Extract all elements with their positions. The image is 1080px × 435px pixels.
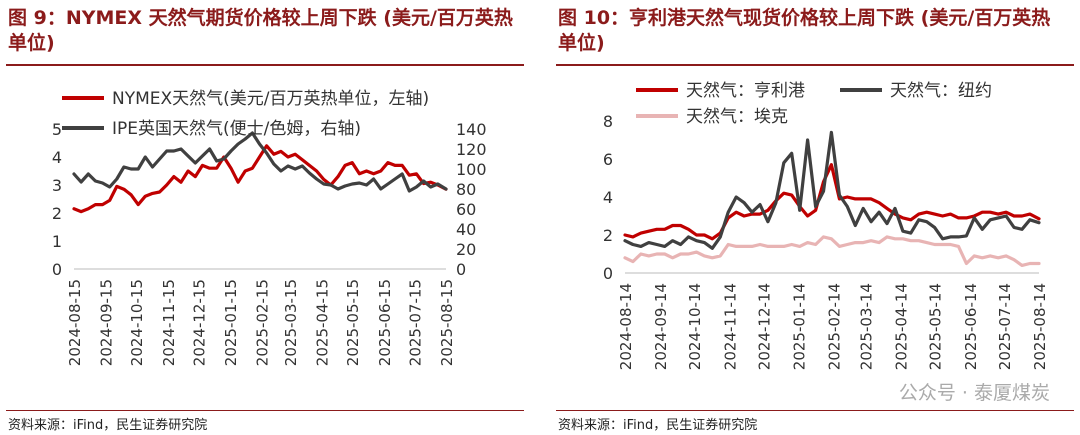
x-tick-label: 2025-07-15 [406, 279, 424, 366]
y-tick-label: 6 [603, 150, 613, 169]
x-tick-label: 2025-05-15 [344, 279, 362, 366]
y-tick-label: 2 [52, 204, 62, 223]
y2-tick-label: 140 [456, 120, 487, 139]
x-tick-label: 2025-04-15 [314, 279, 332, 366]
y2-tick-label: 20 [456, 240, 476, 259]
y2-tick-label: 40 [456, 220, 476, 239]
y-tick-label: 0 [603, 264, 613, 283]
x-tick-label: 2025-01-15 [222, 279, 240, 366]
y-tick-label: 2 [603, 226, 613, 245]
x-tick-label: 2024-10-15 [128, 279, 146, 366]
series-line [72, 131, 448, 193]
x-tick-label: 2025-05-14 [927, 283, 945, 370]
y-tick-label: 0 [52, 260, 62, 279]
x-tick-label: 2024-09-14 [652, 283, 670, 370]
x-tick-label: 2025-01-14 [791, 283, 809, 370]
series-line [623, 235, 1041, 267]
chart-panel-nymex: 图 9：NYMEX 天然气期货价格较上周下跌 (美元/百万英热单位) 0 1 2 3 4… [0, 0, 530, 435]
title-divider [6, 64, 524, 66]
y-tick-label: 1 [52, 232, 62, 251]
footer-divider [6, 410, 524, 411]
x-tick-label: 2025-04-14 [893, 283, 911, 370]
x-tick-label: 2024-11-14 [721, 283, 739, 370]
y-tick-label: 5 [52, 120, 62, 139]
chart-title: 图 10：亨利港天然气现货价格较上周下跌 (美元/百万英热单位) [558, 7, 1051, 54]
y2-tick-label: 0 [456, 260, 466, 279]
y-tick-label: 4 [52, 148, 62, 167]
series-line [623, 163, 1041, 241]
y2-tick-label: 120 [456, 140, 487, 159]
footer-divider [556, 410, 1074, 411]
chart-source: 资料来源：iFind，民生证券研究院 [558, 418, 758, 433]
y-tick-label: 8 [603, 112, 613, 131]
x-tick-label: 2024-08-14 [617, 283, 635, 370]
legend-label: NYMEX天然气(美元/百万英热单位，左轴) [112, 89, 429, 109]
y2-tick-label: 80 [456, 180, 476, 199]
chart-panel-henry-hub: 图 10：亨利港天然气现货价格较上周下跌 (美元/百万英热单位) 0 2 4 6 8 20… [550, 0, 1080, 435]
x-tick-label: 2025-07-14 [996, 283, 1014, 370]
x-tick-label: 2025-06-15 [376, 279, 394, 366]
y2-tick-label: 60 [456, 200, 476, 219]
x-tick-label: 2024-08-15 [66, 279, 84, 366]
x-tick-label: 2025-03-14 [857, 283, 875, 370]
x-tick-label: 2024-10-14 [686, 283, 704, 370]
x-tick-label: 2025-02-15 [254, 279, 272, 366]
legend-label: 天然气：埃克 [686, 107, 788, 127]
x-tick-label: 2024-09-15 [98, 279, 116, 366]
x-tick-label: 2025-08-15 [438, 279, 456, 366]
y2-tick-label: 100 [456, 160, 487, 179]
title-divider [556, 64, 1074, 66]
x-tick-label: 2025-02-14 [826, 283, 844, 370]
series-line [623, 130, 1041, 250]
y-tick-label: 3 [52, 176, 62, 195]
x-tick-label: 2024-11-15 [160, 279, 178, 366]
series-line [72, 144, 448, 214]
legend-label: 天然气：纽约 [890, 81, 992, 101]
x-tick-label: 2024-12-14 [755, 283, 773, 370]
henry-hub-line-chart: 0 2 4 6 8 2024-08-14 2024-09-14 2024-10-14 2024-… [603, 81, 1049, 370]
x-tick-label: 2025-03-15 [282, 279, 300, 366]
legend-label: IPE英国天然气(便士/色姆，右轴) [112, 119, 361, 139]
x-tick-label: 2025-06-14 [962, 283, 980, 370]
watermark: 公众号 · 泰厦煤炭 [898, 382, 1050, 404]
chart-source: 资料来源：iFind，民生证券研究院 [8, 418, 208, 433]
x-tick-label: 2025-08-14 [1031, 283, 1049, 370]
chart-title: 图 9：NYMEX 天然气期货价格较上周下跌 (美元/百万英热单位) [8, 7, 513, 54]
x-tick-label: 2024-12-15 [190, 279, 208, 366]
y-tick-label: 4 [603, 188, 613, 207]
legend-label: 天然气：亨利港 [686, 81, 805, 101]
